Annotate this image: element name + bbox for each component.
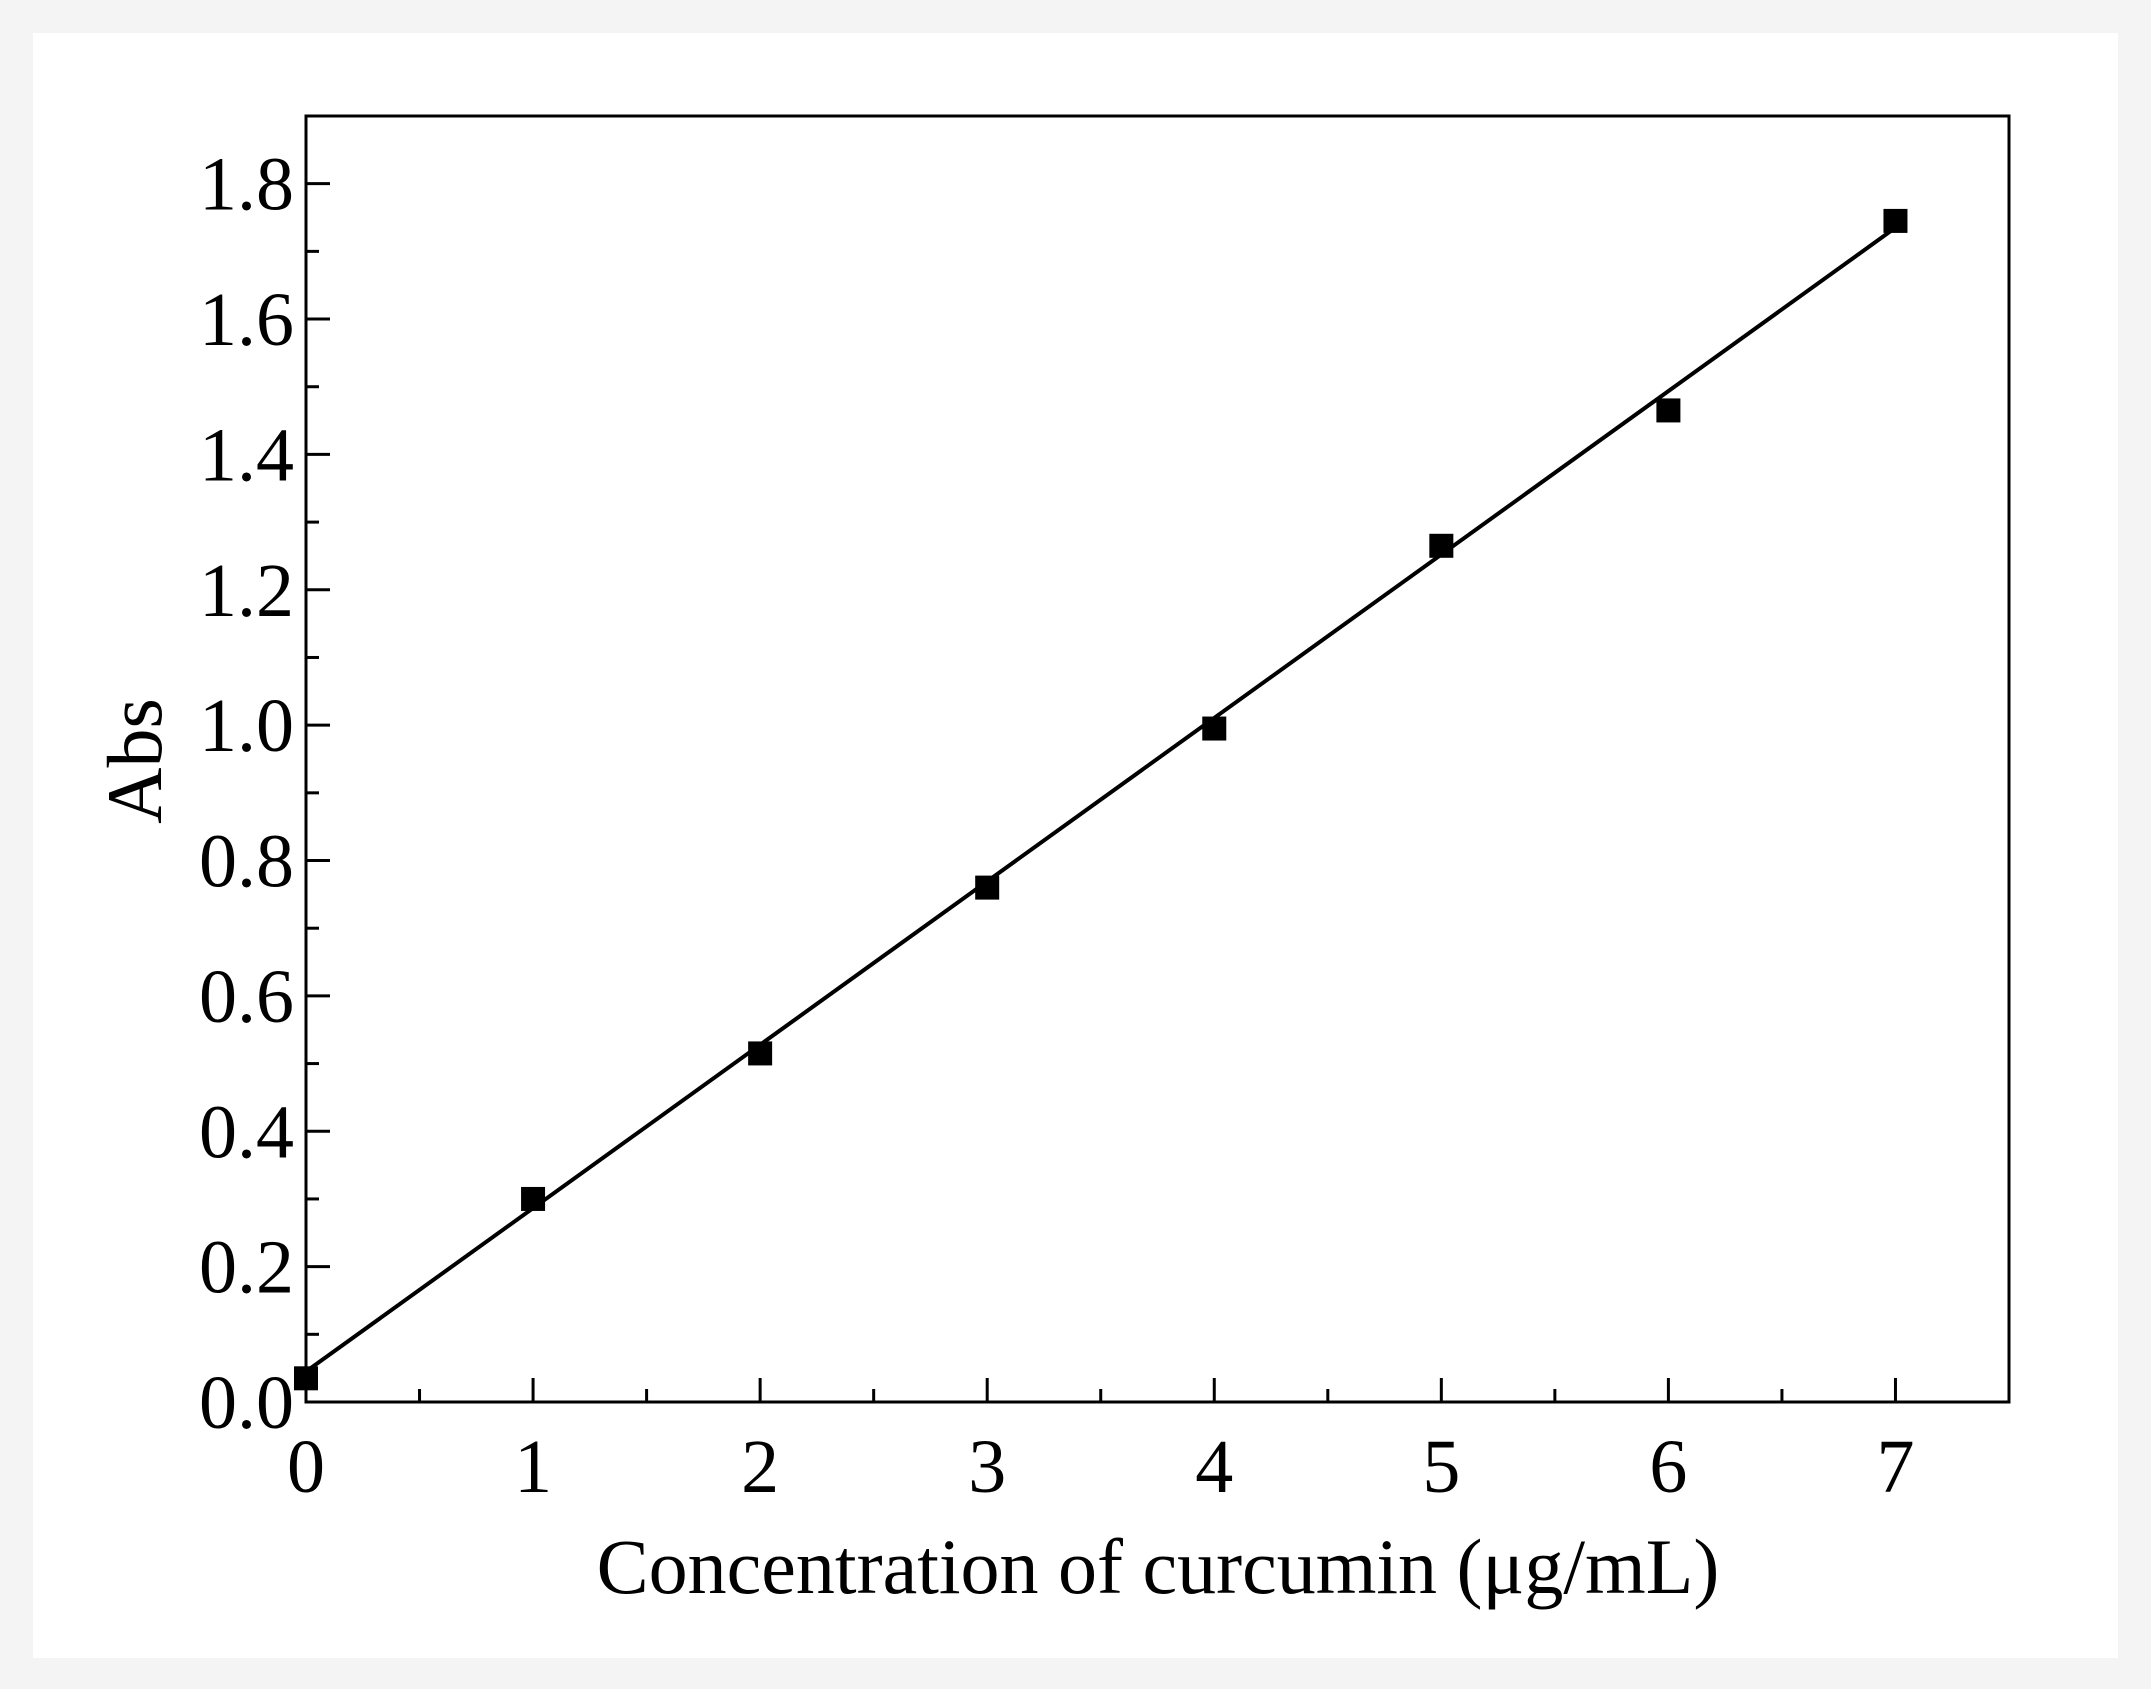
x-tick-label: 0 <box>287 1425 325 1509</box>
x-tick-label: 1 <box>514 1425 552 1509</box>
data-point <box>294 1366 318 1391</box>
data-point <box>521 1186 546 1211</box>
y-tick-label: 1.0 <box>199 684 294 768</box>
x-tick-label: 7 <box>1876 1425 1914 1509</box>
data-point <box>1429 533 1454 558</box>
y-tick-label: 0.6 <box>199 955 294 1039</box>
y-tick-label: 1.6 <box>199 278 294 362</box>
x-axis-title: Concentration of curcumin (μg/mL) <box>597 1523 1720 1610</box>
data-point <box>1202 716 1227 741</box>
x-tick-label: 4 <box>1195 1425 1233 1509</box>
x-tick-label: 5 <box>1422 1425 1460 1509</box>
y-axis-ticks: 0.0 0.2 0.4 0.6 0.8 1.0 1.2 1.4 1.6 1.8 <box>199 114 330 1445</box>
x-tick-label: 3 <box>968 1425 1006 1509</box>
y-tick-label: 0.4 <box>199 1090 294 1174</box>
y-tick-label: 0.2 <box>199 1226 294 1310</box>
plot-area-frame <box>304 114 2011 1404</box>
fit-line-group <box>304 226 1897 1374</box>
y-tick-label: 0.8 <box>199 820 294 904</box>
y-tick-label: 0.0 <box>199 1361 294 1445</box>
y-tick-label: 1.4 <box>199 413 294 497</box>
data-points <box>294 208 1908 1391</box>
data-point <box>975 875 1000 900</box>
data-point <box>1883 208 1908 233</box>
data-point <box>748 1041 773 1066</box>
y-tick-label: 1.8 <box>199 143 294 227</box>
y-tick-label: 1.2 <box>199 549 294 633</box>
data-point <box>1656 398 1681 423</box>
x-axis-ticks: 0 1 2 3 4 5 6 7 <box>287 1378 1914 1509</box>
x-tick-label: 6 <box>1649 1425 1687 1509</box>
fit-line <box>304 226 1897 1374</box>
x-tick-label: 2 <box>741 1425 779 1509</box>
y-axis-title: Abs <box>91 698 178 824</box>
